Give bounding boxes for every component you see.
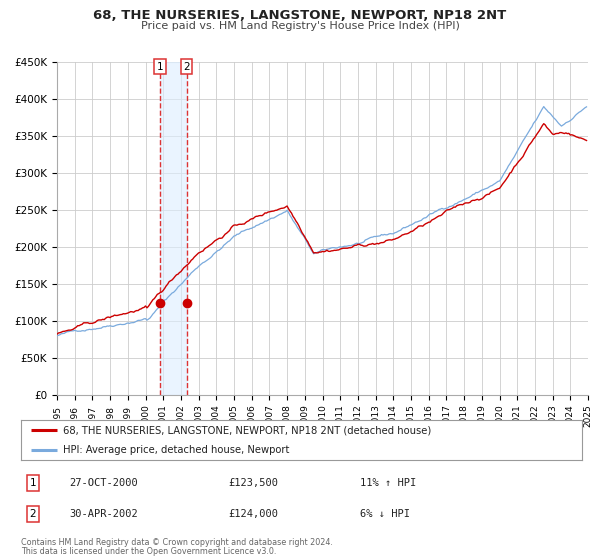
Text: 27-OCT-2000: 27-OCT-2000 bbox=[69, 478, 138, 488]
Text: Contains HM Land Registry data © Crown copyright and database right 2024.: Contains HM Land Registry data © Crown c… bbox=[21, 538, 333, 547]
Text: £123,500: £123,500 bbox=[228, 478, 278, 488]
Bar bbox=[160, 62, 187, 395]
Text: 11% ↑ HPI: 11% ↑ HPI bbox=[360, 478, 416, 488]
Text: HPI: Average price, detached house, Newport: HPI: Average price, detached house, Newp… bbox=[63, 445, 289, 455]
Text: Price paid vs. HM Land Registry's House Price Index (HPI): Price paid vs. HM Land Registry's House … bbox=[140, 21, 460, 31]
Text: 2: 2 bbox=[29, 509, 37, 519]
Text: 1: 1 bbox=[157, 62, 163, 72]
Text: 30-APR-2002: 30-APR-2002 bbox=[69, 509, 138, 519]
Text: 2: 2 bbox=[184, 62, 190, 72]
Text: 6% ↓ HPI: 6% ↓ HPI bbox=[360, 509, 410, 519]
Text: £124,000: £124,000 bbox=[228, 509, 278, 519]
Text: 68, THE NURSERIES, LANGSTONE, NEWPORT, NP18 2NT: 68, THE NURSERIES, LANGSTONE, NEWPORT, N… bbox=[94, 9, 506, 22]
Text: 1: 1 bbox=[29, 478, 37, 488]
Text: 68, THE NURSERIES, LANGSTONE, NEWPORT, NP18 2NT (detached house): 68, THE NURSERIES, LANGSTONE, NEWPORT, N… bbox=[63, 426, 431, 436]
Text: This data is licensed under the Open Government Licence v3.0.: This data is licensed under the Open Gov… bbox=[21, 547, 277, 556]
